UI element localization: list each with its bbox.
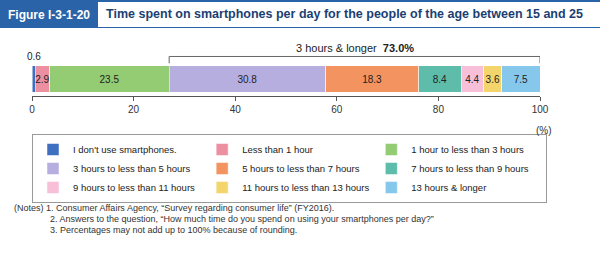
svg-text:11 hours to less than 13 hours: 11 hours to less than 13 hours xyxy=(242,182,369,193)
svg-text:5 hours to less than 7 hours: 5 hours to less than 7 hours xyxy=(242,163,359,174)
svg-text:Less than 1 hour: Less than 1 hour xyxy=(242,144,313,155)
svg-text:I don't use smartphones.: I don't use smartphones. xyxy=(73,144,177,155)
svg-text:8.4: 8.4 xyxy=(433,74,447,85)
svg-text:23.5: 23.5 xyxy=(100,74,120,85)
svg-text:3 hours & longer 73.0%: 3 hours & longer 73.0% xyxy=(296,42,414,54)
svg-text:7.5: 7.5 xyxy=(514,74,528,85)
svg-text:18.3: 18.3 xyxy=(362,74,382,85)
svg-text:2.9: 2.9 xyxy=(35,74,49,85)
svg-text:3.6: 3.6 xyxy=(486,74,500,85)
svg-text:30.8: 30.8 xyxy=(237,74,257,85)
svg-text:20: 20 xyxy=(128,104,140,115)
svg-text:60: 60 xyxy=(331,104,343,115)
svg-text:40: 40 xyxy=(230,104,242,115)
html-text:Time spent on smartphones per: Time spent on smartphones per day for th… xyxy=(106,7,583,21)
svg-text:(%): (%) xyxy=(536,125,552,136)
html-text:Figure I-3-1-20: Figure I-3-1-20 xyxy=(8,7,90,22)
svg-text:0.6: 0.6 xyxy=(27,51,41,62)
svg-text:13 hours & longer: 13 hours & longer xyxy=(411,182,486,193)
svg-text:0: 0 xyxy=(29,104,35,115)
html-text:(Notes) 1. Consumer Affairs Ag: (Notes) 1. Consumer Affairs Agency, “Sur… xyxy=(14,203,335,213)
svg-text:4.4: 4.4 xyxy=(465,74,479,85)
svg-text:3 hours to less than 5 hours: 3 hours to less than 5 hours xyxy=(73,163,190,174)
html-text:2. Answers to the question, “H: 2. Answers to the question, “How much ti… xyxy=(50,214,434,224)
svg-text:9 hours to less than 11 hours: 9 hours to less than 11 hours xyxy=(73,182,195,193)
html-text:3. Percentages may not add up: 3. Percentages may not add up to 100% be… xyxy=(50,225,298,235)
svg-text:7 hours to less than 9 hours: 7 hours to less than 9 hours xyxy=(411,163,528,174)
svg-text:80: 80 xyxy=(433,104,445,115)
svg-text:100: 100 xyxy=(532,104,549,115)
svg-text:1 hour to less than 3 hours: 1 hour to less than 3 hours xyxy=(411,144,524,155)
